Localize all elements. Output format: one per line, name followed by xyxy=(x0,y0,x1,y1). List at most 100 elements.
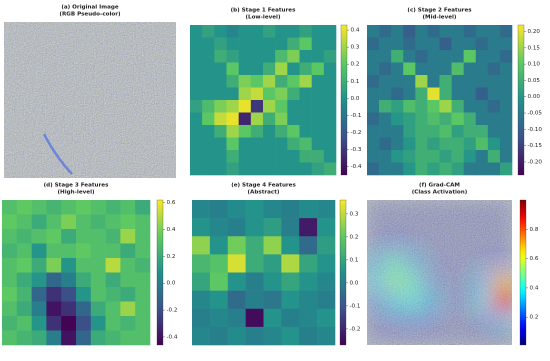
heatmap-cell xyxy=(250,100,264,113)
heatmap-cell xyxy=(391,150,404,163)
heatmap-cell xyxy=(209,200,229,219)
panel-subtitle: (Abstract) xyxy=(248,190,280,196)
heatmap-cell xyxy=(250,162,264,176)
heatmap-cell xyxy=(214,125,227,138)
panel-title: (b) Stage 1 Features xyxy=(231,8,296,14)
heatmap-cell xyxy=(90,316,106,331)
heatmap-cell xyxy=(263,37,276,51)
heatmap-cell xyxy=(385,218,404,237)
heatmap-cell xyxy=(475,272,495,291)
heatmap-cell xyxy=(403,272,422,291)
heatmap-cell xyxy=(120,258,136,273)
heatmap-cell xyxy=(439,37,452,51)
heatmap-cell xyxy=(379,112,392,126)
heatmap-cell xyxy=(227,218,246,237)
heatmap-cell xyxy=(323,100,337,113)
heatmap-cell xyxy=(227,254,246,273)
heatmap-cell xyxy=(192,308,211,328)
heatmap-cell xyxy=(385,236,404,255)
heatmap-cell xyxy=(299,272,318,291)
heatmap-cell xyxy=(209,254,229,273)
heatmap-cell xyxy=(76,301,92,317)
heatmap-cell xyxy=(226,37,239,51)
colorbar-tick-label: 0.15 xyxy=(528,45,541,51)
heatmap-cell xyxy=(209,236,229,255)
heatmap-cell xyxy=(214,25,227,38)
heatmap-cell xyxy=(439,150,452,163)
heatmap-cell xyxy=(493,200,512,219)
heatmap-cell xyxy=(311,50,325,63)
heatmap-cell xyxy=(499,162,513,176)
heatmap-cell xyxy=(227,272,246,291)
heatmap-cell xyxy=(76,243,92,259)
heatmap-cell xyxy=(415,87,428,101)
heatmap-cell xyxy=(61,330,77,346)
heatmap-cell xyxy=(493,254,512,273)
heatmap-cell xyxy=(16,200,32,215)
heatmap-cell xyxy=(391,75,404,88)
heatmap-cell xyxy=(281,272,300,291)
heatmap-cell xyxy=(120,200,136,215)
heatmap-cell xyxy=(192,218,211,237)
heatmap-cell xyxy=(2,330,18,346)
heatmap-cell xyxy=(31,301,47,317)
heatmap-cell xyxy=(415,100,428,113)
heatmap-cell xyxy=(105,287,121,302)
colorbar-tick-label: 0.0 xyxy=(167,281,176,287)
heatmap-cell xyxy=(475,290,495,310)
heatmap-cell xyxy=(439,162,452,176)
heatmap-cell xyxy=(227,326,246,346)
heatmap-cell xyxy=(367,326,386,345)
heatmap-cell xyxy=(250,150,264,163)
heatmap-cell xyxy=(214,37,227,51)
heatmap-cell xyxy=(245,272,264,291)
heatmap-cell xyxy=(475,75,489,88)
heatmap-cell xyxy=(317,308,336,328)
panel-title: (e) Stage 4 Features xyxy=(231,183,296,189)
heatmap-cell xyxy=(463,25,477,38)
heatmap-cell xyxy=(379,162,392,176)
heatmap-cell xyxy=(493,290,512,310)
heatmap-cell xyxy=(281,254,300,273)
heatmap-cell xyxy=(192,326,211,346)
heatmap-cell xyxy=(16,316,32,331)
heatmap-cell xyxy=(275,112,288,126)
heatmap-cell xyxy=(367,37,380,51)
heatmap-cell xyxy=(439,112,452,126)
colorbar-tick-label: 0.3 xyxy=(350,211,359,217)
heatmap-cell xyxy=(323,87,337,101)
heatmap-cell xyxy=(457,236,477,255)
heatmap-cell xyxy=(263,75,276,88)
heatmap-cell xyxy=(451,25,464,38)
heatmap-cell xyxy=(493,308,512,328)
heatmap-cell xyxy=(238,137,252,151)
heatmap-cell xyxy=(311,87,325,101)
heatmap-cell xyxy=(463,75,477,88)
heatmap-cell xyxy=(439,137,452,151)
heatmap-cell xyxy=(421,218,440,237)
heatmap-cell xyxy=(61,243,77,259)
heatmap-cell xyxy=(475,125,489,138)
heatmap-cell xyxy=(120,229,136,244)
heatmap-cell xyxy=(323,50,337,63)
heatmap-cell xyxy=(457,308,477,328)
heatmap-cell xyxy=(427,112,440,126)
heatmap-cell xyxy=(226,75,239,88)
heatmap-cell xyxy=(90,229,106,244)
heatmap-cell xyxy=(403,87,416,101)
heatmap-cell xyxy=(391,137,404,151)
colorbar-tick-label: -0.10 xyxy=(528,127,543,133)
heatmap-cell xyxy=(105,272,121,288)
heatmap-cell xyxy=(385,200,404,219)
heatmap-cell xyxy=(90,214,106,230)
colorbar-tick-label: 0.1 xyxy=(351,79,360,85)
heatmap-cell xyxy=(427,137,440,151)
heatmap-cell xyxy=(463,62,477,76)
heatmap-cell xyxy=(487,37,501,51)
heatmap-cell xyxy=(190,75,203,88)
heatmap-cell xyxy=(487,112,501,126)
heatmap-cell xyxy=(299,112,312,126)
heatmap-cell xyxy=(451,125,464,138)
heatmap-cell xyxy=(190,62,203,76)
heatmap-cell xyxy=(120,243,136,259)
